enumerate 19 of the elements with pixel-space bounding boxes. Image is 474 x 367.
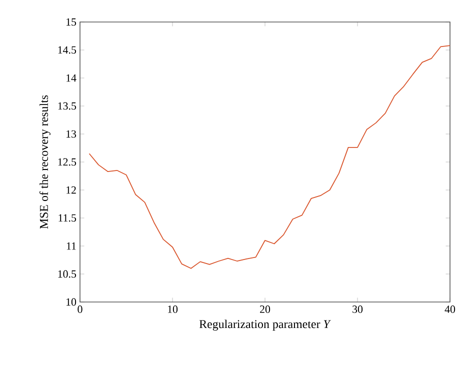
x-tick-label: 20 (260, 306, 270, 313)
y-tick-label: 15 (66, 18, 76, 26)
y-tick-label: 13 (66, 130, 76, 138)
y-tick-label: 14.5 (58, 46, 76, 54)
y-axis-title: MSE of the recovery results (39, 95, 50, 229)
y-tick-label: 14 (66, 74, 76, 82)
y-tick-label: 12.5 (58, 158, 76, 166)
x-tick-label: 0 (78, 306, 82, 313)
y-tick-label: 11.5 (58, 214, 76, 222)
x-axis-title: Regularization parameter Y (199, 320, 331, 331)
y-tick-label: 10.5 (58, 270, 76, 278)
y-tick-label: 10 (66, 298, 76, 306)
y-tick-label: 13.5 (58, 102, 76, 110)
x-tick-label: 30 (352, 306, 363, 313)
x-tick-label: 10 (168, 306, 178, 313)
line-series (88, 45, 450, 269)
y-tick-label: 12 (66, 186, 76, 194)
y-tick-label: 11 (66, 242, 76, 250)
x-tick-label: 40 (444, 306, 456, 313)
